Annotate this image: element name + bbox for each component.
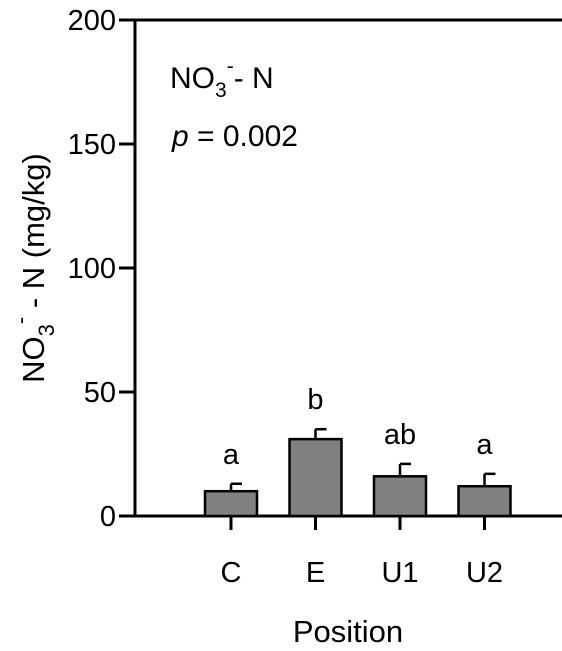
y-tick-label: 150	[68, 129, 116, 161]
significance-letter: a	[476, 429, 493, 461]
y-axis-title-main: NO	[16, 336, 51, 383]
y-axis-title: NO3- - N (mg/kg)	[8, 153, 59, 383]
bar-c	[203, 489, 259, 518]
species-annotation: NO3-- N	[170, 55, 274, 102]
y-tick-label: 50	[84, 377, 116, 409]
bar-u1	[372, 475, 428, 518]
y-tick-label: 0	[100, 501, 116, 533]
x-tick-label: C	[221, 557, 242, 589]
x-tick-label: E	[306, 557, 325, 589]
y-axis-title-sub: 3	[34, 324, 59, 336]
p-value-variable: p	[171, 120, 189, 153]
species-annotation-sup: -	[227, 55, 234, 78]
species-annotation-main: NO	[170, 62, 215, 95]
significance-letter: b	[307, 384, 323, 416]
x-tick-label: U2	[466, 557, 503, 589]
y-tick-label: 200	[68, 5, 116, 37]
significance-letter: a	[223, 439, 240, 471]
species-annotation-rest: - N	[234, 62, 274, 95]
y-ticks: 0 50 100 150 200	[68, 5, 135, 533]
x-ticks: C E U1 U2	[221, 516, 503, 589]
species-annotation-sub: 3	[215, 79, 227, 102]
y-axis-title-sup: -	[8, 317, 33, 324]
x-axis-title: Position	[293, 614, 403, 649]
y-tick-label: 100	[68, 253, 116, 285]
significance-letter: ab	[384, 419, 416, 451]
bar-u2	[457, 484, 512, 518]
p-value-text: = 0.002	[189, 120, 298, 153]
y-axis-title-rest: - N (mg/kg)	[16, 153, 51, 317]
p-value-annotation: p = 0.002	[171, 120, 298, 153]
bar-e	[288, 437, 343, 518]
x-tick-label: U1	[381, 557, 418, 589]
